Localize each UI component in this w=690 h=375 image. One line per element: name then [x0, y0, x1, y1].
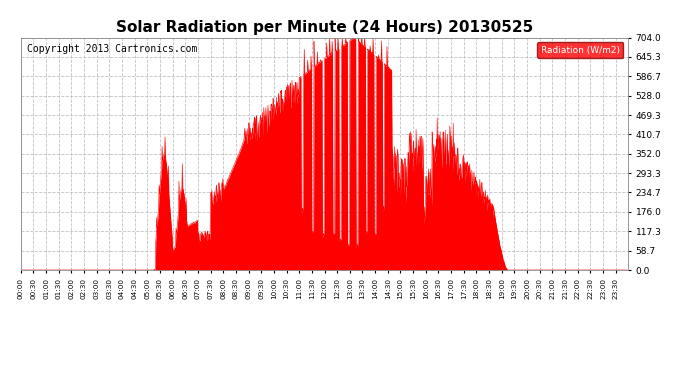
Text: Copyright 2013 Cartronics.com: Copyright 2013 Cartronics.com: [27, 45, 197, 54]
Title: Solar Radiation per Minute (24 Hours) 20130525: Solar Radiation per Minute (24 Hours) 20…: [116, 20, 533, 35]
Legend: Radiation (W/m2): Radiation (W/m2): [537, 42, 623, 58]
